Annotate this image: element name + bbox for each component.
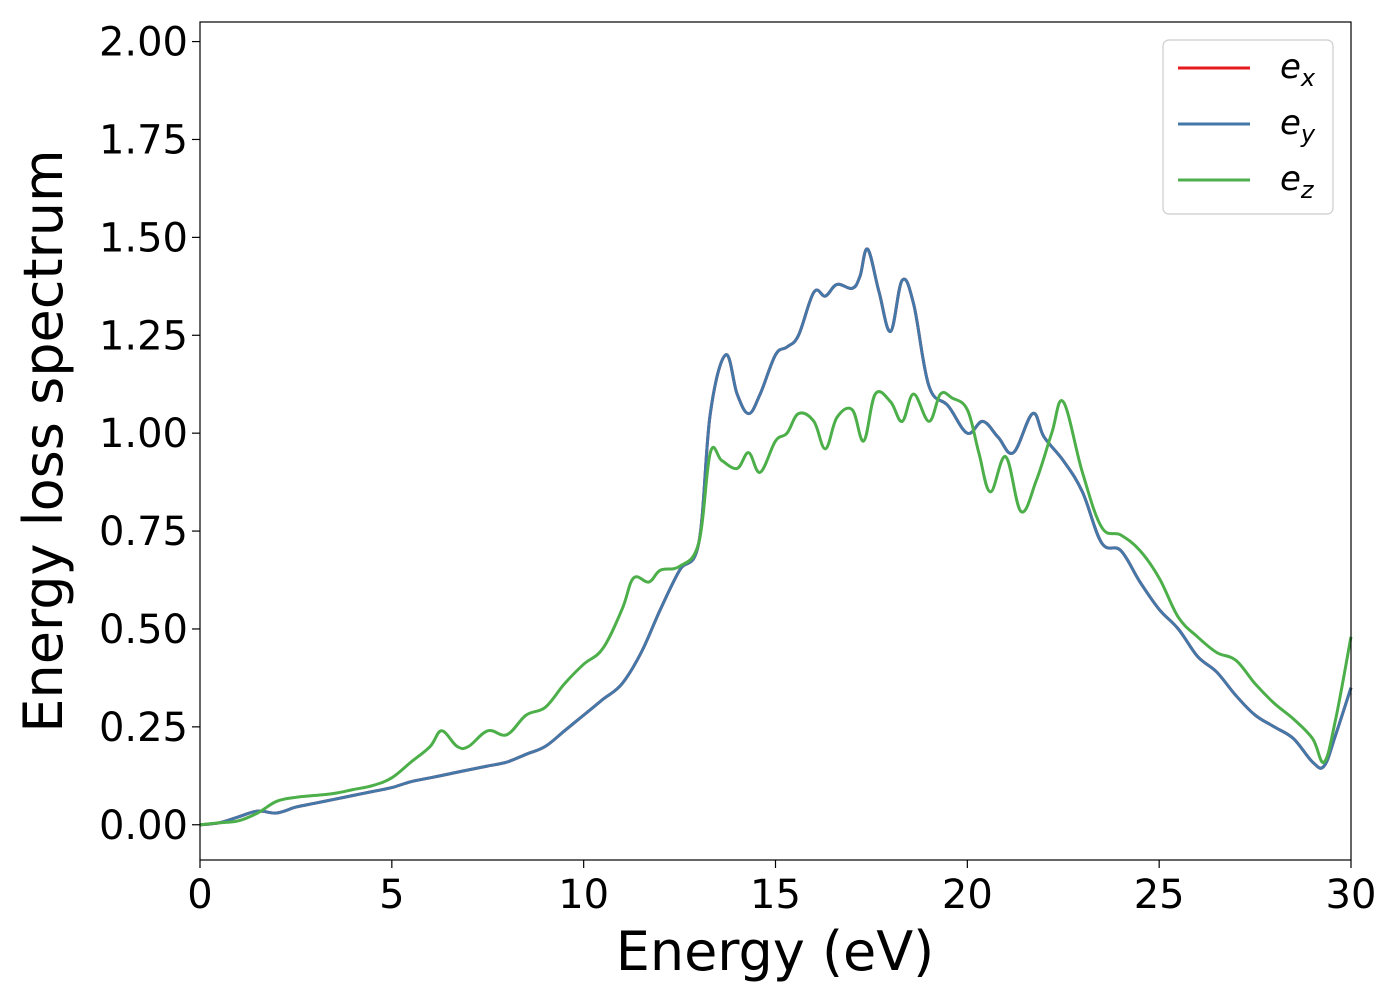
- series-layer: [199, 247, 1353, 827]
- y-tick-label: 2.00: [99, 20, 188, 66]
- x-axis-label: Energy (eV): [616, 920, 935, 983]
- y-tick-label: 1.75: [99, 117, 188, 163]
- x-tick-label: 20: [942, 872, 993, 918]
- y-axis: 0.00 0.25 0.50 0.75 1.00 1.25 1.50 1.75 2.00: [99, 20, 200, 849]
- y-tick-label: 0.25: [99, 705, 188, 751]
- series-line-ey: [199, 247, 1353, 827]
- x-tick-label: 5: [379, 872, 404, 918]
- y-tick-label: 1.00: [99, 411, 188, 457]
- y-tick-label: 0.50: [99, 607, 188, 653]
- x-tick-label: 30: [1326, 872, 1377, 918]
- y-tick-label: 1.25: [99, 313, 188, 359]
- y-tick-label: 0.75: [99, 509, 188, 555]
- x-tick-label: 15: [750, 872, 801, 918]
- x-tick-label: 25: [1134, 872, 1185, 918]
- y-tick-label: 1.50: [99, 215, 188, 261]
- y-tick-label: 0.00: [99, 803, 188, 849]
- x-tick-label: 0: [187, 872, 212, 918]
- y-axis-label: Energy loss spectrum: [12, 149, 75, 732]
- legend-box: [1162, 39, 1334, 215]
- series-line-ez: [199, 390, 1353, 827]
- x-tick-label: 10: [558, 872, 609, 918]
- x-axis: 0 5 10 15 20 25 30: [187, 860, 1376, 918]
